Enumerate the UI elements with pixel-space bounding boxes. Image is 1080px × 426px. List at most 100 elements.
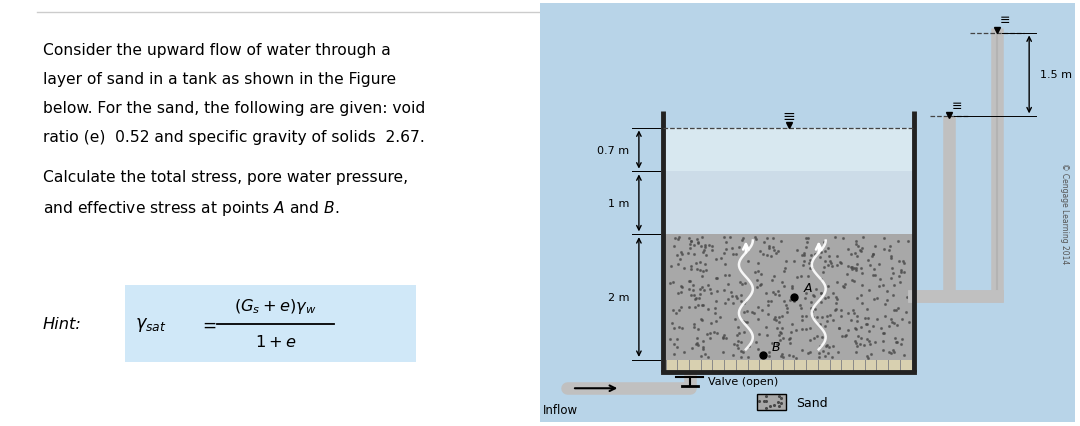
Point [882,349,900,356]
Point [833,307,850,314]
Point [866,266,883,273]
Point [694,344,712,351]
Point [812,290,829,297]
Point [691,286,708,293]
Point [737,279,754,286]
Point [888,339,905,345]
Point [842,317,860,323]
Point [773,325,791,332]
Point [751,397,768,404]
Point [719,296,737,303]
Point [781,340,798,347]
Point [719,282,737,288]
Point [892,341,909,348]
Point [816,323,834,330]
Point [782,297,799,304]
Point [883,265,901,271]
Point [731,330,748,337]
Point [670,290,687,297]
Point [716,262,733,268]
Point [886,348,903,355]
Point [727,294,744,300]
Point [765,316,782,322]
Point [735,319,753,325]
Point [821,258,838,265]
Point [673,325,690,332]
Point [777,265,794,272]
Text: ≡: ≡ [1000,14,1010,27]
Point [832,260,849,267]
Point [784,285,801,292]
Point [828,279,846,286]
Point [819,313,836,320]
Point [888,321,905,328]
Point [665,279,683,286]
Point [895,260,913,267]
Point [812,249,829,256]
Point [766,273,783,279]
Point [876,330,893,337]
Point [843,277,861,284]
Point [673,283,690,290]
Point [724,250,741,257]
Point [766,402,783,409]
Point [806,334,823,341]
Point [694,268,712,275]
Point [755,239,772,246]
Point [685,242,702,249]
Point [843,266,861,273]
Text: ≡: ≡ [951,100,962,113]
Point [739,258,756,265]
Point [796,250,813,257]
Point [688,340,705,347]
Point [692,316,710,323]
Text: Inflow: Inflow [542,403,578,416]
Point [793,317,810,323]
Point [804,265,821,271]
Point [727,251,744,258]
Point [767,317,784,324]
Point [814,269,832,276]
Point [750,304,767,311]
Point [747,339,765,346]
Point [784,352,801,359]
Point [802,305,820,312]
Point [900,319,917,325]
Point [693,283,711,290]
Point [683,266,700,273]
Text: $1 + e$: $1 + e$ [255,334,296,350]
Point [666,236,684,242]
Point [748,284,766,291]
Point [686,296,703,303]
Point [661,280,678,287]
Point [792,302,809,308]
Point [699,282,716,289]
Point [693,234,711,241]
Point [769,325,786,332]
Point [707,275,725,282]
Point [732,292,750,299]
Point [698,268,715,274]
Point [684,282,701,288]
Point [852,324,869,331]
Point [788,274,806,281]
Point [683,291,700,298]
Point [732,339,750,346]
Point [877,313,894,320]
Point [828,253,846,260]
Point [778,308,795,315]
Point [733,281,751,288]
Point [824,263,841,270]
Point [860,315,877,322]
Text: 1 m: 1 m [608,199,630,208]
Point [846,310,863,317]
Point [878,296,895,303]
Point [836,280,853,287]
Point [725,351,742,358]
Point [673,249,690,256]
Point [764,340,781,346]
Point [725,341,742,348]
Point [734,235,752,242]
Point [861,341,878,348]
Point [746,234,764,241]
